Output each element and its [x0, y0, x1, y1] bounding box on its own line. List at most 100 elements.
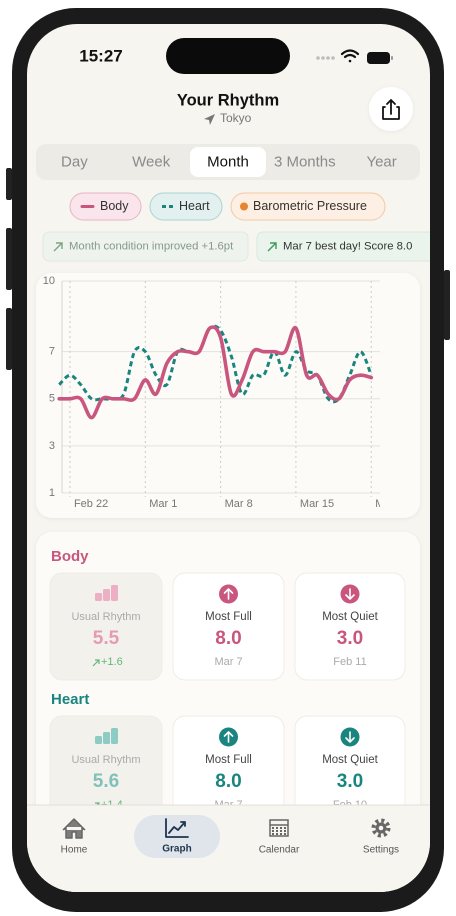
nav-icon [269, 819, 289, 837]
screen-canvas: 15:27 Your Rhythm Tokyo Day Week Month 3 Mo… [27, 38, 430, 892]
tab[interactable]: 3 Months [274, 153, 336, 170]
side-button [6, 308, 12, 370]
legend-chip[interactable]: Barometric Pressure [230, 192, 386, 221]
insight: Month condition improved +1.6pt [42, 231, 249, 262]
section-title: Heart [51, 691, 89, 708]
nav-icon [276, 827, 278, 829]
legend-label: Heart [179, 199, 210, 213]
screen: 15:27 Your Rhythm Tokyo Day Week Month 3 Mo… [27, 24, 430, 892]
stat-tile [294, 572, 406, 681]
x-tick-label: Mar 22 [375, 498, 409, 510]
stat-arrow [345, 588, 355, 600]
stat-tile [172, 572, 285, 681]
battery-icon [367, 52, 393, 64]
insight: Mar 7 best day! Score 8.0 [256, 231, 430, 262]
wifi-icon [340, 49, 360, 63]
rhythm-icon [103, 589, 110, 601]
location-icon [204, 114, 215, 125]
insight-text: Month condition improved +1.6pt [69, 240, 234, 252]
nav-icon [165, 818, 189, 838]
y-tick-label: 1 [49, 487, 55, 499]
plot-lines [57, 324, 374, 420]
status-time: 15:27 [79, 46, 122, 65]
nav-icon [378, 825, 384, 831]
nav-item[interactable]: Graph [134, 815, 220, 858]
nav-icon [272, 830, 274, 832]
legend-swatch [240, 202, 248, 211]
legend-chip[interactable]: Heart [149, 192, 223, 221]
legend-chip[interactable]: Body [69, 192, 142, 221]
trend-icon [92, 659, 100, 667]
stat-label: Most Full [205, 611, 252, 623]
stat-value: 5.6 [93, 771, 119, 792]
y-tick-label: 3 [49, 440, 55, 452]
rhythm-icon [95, 593, 102, 601]
nav-icon [276, 830, 278, 832]
x-tick-label: Mar 1 [149, 498, 177, 510]
signal-icon [316, 56, 335, 60]
x-tick-label: Mar 8 [225, 498, 253, 510]
legend-label: Barometric Pressure [253, 199, 367, 213]
nav-icon [272, 827, 274, 829]
rhythm-icon [111, 728, 118, 744]
nav-icon [284, 833, 286, 835]
nav-icon [371, 818, 391, 838]
y-tick-label: 7 [49, 346, 55, 358]
dynamic-island [166, 38, 290, 74]
side-button [6, 168, 12, 200]
tab[interactable]: Week [132, 153, 171, 170]
x-tick-label: Mar 15 [300, 498, 334, 510]
tab[interactable]: Day [61, 153, 88, 170]
stat-arrow [223, 731, 234, 743]
stat-label: Most Quiet [322, 611, 378, 623]
stat-date: Mar 7 [214, 656, 242, 668]
series-line [57, 325, 374, 420]
nav-icon [280, 833, 282, 835]
x-tick-label: Feb 22 [74, 498, 108, 510]
nav-label: Graph [162, 844, 191, 855]
rhythm-icon [95, 736, 102, 744]
nav-label: Settings [363, 845, 399, 856]
share-button[interactable] [369, 87, 413, 131]
section-title: Body [51, 548, 89, 565]
side-button [444, 270, 450, 340]
tab-selected[interactable] [190, 147, 266, 177]
nav-item[interactable]: Settings [363, 818, 399, 856]
nav-item[interactable]: Home [61, 818, 88, 856]
nav-item[interactable]: Calendar [259, 819, 300, 856]
stat-arrow [223, 588, 234, 600]
tab-navigation [27, 805, 430, 892]
rhythm-icon [103, 732, 110, 744]
stat-label: Most Quiet [322, 754, 378, 766]
stat-label: Most Full [205, 754, 252, 766]
stat-label: Usual Rhythm [71, 611, 140, 623]
y-tick-label: 5 [49, 393, 55, 405]
location: Tokyo [220, 111, 252, 125]
page-title: Your Rhythm [177, 91, 279, 109]
stat-tile [49, 572, 163, 681]
insight-text: Mar 7 best day! Score 8.0 [283, 240, 412, 252]
stat-value: 5.5 [93, 628, 120, 649]
nav-icon [276, 833, 278, 835]
nav-label: Home [61, 845, 88, 856]
tab[interactable]: Year [366, 153, 396, 170]
stat-date: Feb 11 [333, 656, 366, 668]
stat-value: 8.0 [215, 771, 241, 792]
rhythm-icon [111, 585, 118, 601]
nav-icon [62, 818, 86, 839]
nav-icon [280, 830, 282, 832]
nav-icon [272, 833, 274, 835]
chart-card [36, 273, 420, 518]
y-tick-label: 10 [43, 275, 55, 287]
legend-label: Body [100, 199, 129, 213]
nav-icon [284, 827, 286, 829]
tab[interactable]: Month [207, 153, 249, 170]
side-button [6, 228, 12, 290]
nav-label: Calendar [259, 845, 300, 856]
stat-value: 3.0 [337, 628, 363, 649]
stat-label: Usual Rhythm [71, 754, 140, 766]
nav-icon [280, 827, 282, 829]
stat-value: 3.0 [337, 771, 363, 792]
stat-arrow [345, 731, 355, 743]
